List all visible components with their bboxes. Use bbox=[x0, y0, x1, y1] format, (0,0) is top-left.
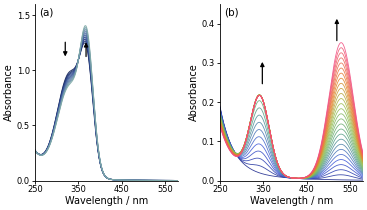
Y-axis label: Absorbance: Absorbance bbox=[4, 63, 14, 121]
X-axis label: Wavelength / nm: Wavelength / nm bbox=[250, 196, 333, 206]
Text: (a): (a) bbox=[39, 8, 54, 18]
X-axis label: Wavelength / nm: Wavelength / nm bbox=[65, 196, 148, 206]
Text: (b): (b) bbox=[224, 8, 239, 18]
Y-axis label: Absorbance: Absorbance bbox=[189, 63, 199, 121]
